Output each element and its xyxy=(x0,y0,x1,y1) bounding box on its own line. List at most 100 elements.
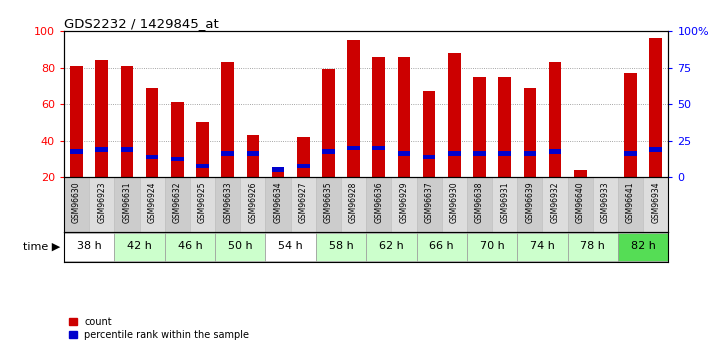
Text: 38 h: 38 h xyxy=(77,241,102,252)
Bar xyxy=(146,155,159,159)
Text: GSM96928: GSM96928 xyxy=(349,181,358,223)
Bar xyxy=(574,170,587,177)
Bar xyxy=(523,151,536,156)
Bar xyxy=(373,57,385,177)
Bar xyxy=(322,149,335,154)
Bar xyxy=(139,177,165,232)
Bar xyxy=(196,164,209,168)
Bar xyxy=(316,177,341,232)
Bar xyxy=(64,177,89,232)
Text: GSM96638: GSM96638 xyxy=(475,181,484,223)
Bar xyxy=(341,177,366,232)
Bar xyxy=(567,177,593,232)
Text: 58 h: 58 h xyxy=(328,241,353,252)
Text: 70 h: 70 h xyxy=(480,241,504,252)
Text: GSM96641: GSM96641 xyxy=(626,181,635,223)
Bar xyxy=(347,40,360,177)
Text: 50 h: 50 h xyxy=(228,241,252,252)
Bar xyxy=(265,233,316,261)
Bar xyxy=(448,151,461,156)
Text: GSM96927: GSM96927 xyxy=(299,181,308,223)
Text: GSM96633: GSM96633 xyxy=(223,181,232,223)
Bar xyxy=(649,147,662,152)
Bar xyxy=(272,170,284,177)
Text: GDS2232 / 1429845_at: GDS2232 / 1429845_at xyxy=(64,17,219,30)
Bar xyxy=(291,177,316,232)
Text: GSM96639: GSM96639 xyxy=(525,181,535,223)
Bar xyxy=(366,177,391,232)
Bar xyxy=(114,233,165,261)
Text: GSM96929: GSM96929 xyxy=(400,181,408,223)
Text: GSM96632: GSM96632 xyxy=(173,181,182,223)
Bar xyxy=(618,177,643,232)
Text: GSM96932: GSM96932 xyxy=(550,181,560,223)
Bar xyxy=(391,177,417,232)
Bar xyxy=(297,137,309,177)
Text: GSM96930: GSM96930 xyxy=(450,181,459,223)
Text: 46 h: 46 h xyxy=(178,241,202,252)
Bar xyxy=(366,233,417,261)
Bar xyxy=(265,177,291,232)
Text: GSM96636: GSM96636 xyxy=(374,181,383,223)
Bar xyxy=(397,57,410,177)
Text: GSM96924: GSM96924 xyxy=(148,181,156,223)
Bar xyxy=(542,177,567,232)
Bar xyxy=(121,66,133,177)
Bar xyxy=(240,177,265,232)
Text: 54 h: 54 h xyxy=(278,241,303,252)
Bar xyxy=(397,151,410,156)
Bar xyxy=(467,233,517,261)
Bar xyxy=(171,157,183,161)
Bar xyxy=(417,177,442,232)
Bar xyxy=(297,164,309,168)
Bar xyxy=(474,77,486,177)
Bar xyxy=(95,60,108,177)
Bar xyxy=(316,233,366,261)
Bar xyxy=(247,151,259,156)
Bar xyxy=(215,233,265,261)
Text: GSM96635: GSM96635 xyxy=(324,181,333,223)
Text: GSM96933: GSM96933 xyxy=(601,181,610,223)
Bar xyxy=(272,167,284,172)
Bar xyxy=(624,73,637,177)
Bar xyxy=(492,177,517,232)
Text: GSM96640: GSM96640 xyxy=(576,181,584,223)
Bar xyxy=(593,177,618,232)
Bar xyxy=(567,233,618,261)
Bar xyxy=(114,177,139,232)
Bar xyxy=(442,177,467,232)
Bar xyxy=(322,69,335,177)
Text: 42 h: 42 h xyxy=(127,241,152,252)
Bar xyxy=(196,122,209,177)
Bar xyxy=(448,53,461,177)
Text: GSM96923: GSM96923 xyxy=(97,181,106,223)
Bar xyxy=(467,177,492,232)
Bar xyxy=(89,177,114,232)
Bar xyxy=(221,151,234,156)
Text: 66 h: 66 h xyxy=(429,241,454,252)
Bar xyxy=(624,151,637,156)
Bar xyxy=(121,147,133,152)
Text: 74 h: 74 h xyxy=(530,241,555,252)
Text: GSM96630: GSM96630 xyxy=(72,181,81,223)
Bar xyxy=(643,177,668,232)
Bar xyxy=(95,147,108,152)
Text: GSM96925: GSM96925 xyxy=(198,181,207,223)
Legend: count, percentile rank within the sample: count, percentile rank within the sample xyxy=(69,317,250,340)
Bar xyxy=(247,135,259,177)
Bar xyxy=(165,233,215,261)
Text: GSM96637: GSM96637 xyxy=(424,181,434,223)
Bar xyxy=(517,233,567,261)
Bar xyxy=(517,177,542,232)
Text: GSM96634: GSM96634 xyxy=(274,181,282,223)
Text: 78 h: 78 h xyxy=(580,241,605,252)
Bar xyxy=(649,38,662,177)
Text: time ▶: time ▶ xyxy=(23,242,60,252)
Bar xyxy=(190,177,215,232)
Bar xyxy=(498,77,511,177)
Bar xyxy=(146,88,159,177)
Bar xyxy=(423,91,435,177)
Bar xyxy=(549,149,561,154)
Bar xyxy=(423,155,435,159)
Bar xyxy=(70,149,83,154)
